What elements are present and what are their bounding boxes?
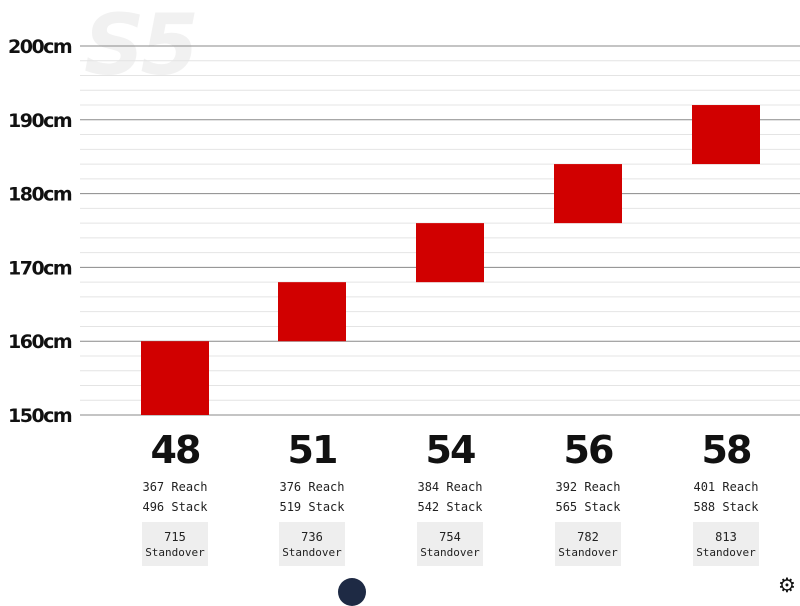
y-tick-label: 180cm — [8, 184, 72, 206]
bar-size-48 — [141, 341, 209, 415]
reach-value: 367 Reach — [142, 480, 207, 494]
y-tick-label: 170cm — [8, 257, 72, 279]
standover-label: Standover — [420, 546, 480, 559]
reach-value: 376 Reach — [279, 480, 344, 494]
bars — [141, 105, 760, 415]
standover-label: Standover — [282, 546, 342, 559]
standover-label: Standover — [696, 546, 756, 559]
bar-size-54 — [416, 223, 484, 283]
y-tick-label: 200cm — [8, 36, 72, 58]
bar-size-58 — [692, 105, 760, 165]
standover-value: 754 — [439, 530, 461, 544]
standover-value: 782 — [577, 530, 599, 544]
standover-box — [417, 522, 483, 566]
y-tick-label: 160cm — [8, 331, 72, 353]
bar-size-56 — [554, 164, 622, 224]
gear-icon: ⚙ — [778, 575, 796, 597]
standover-value: 715 — [164, 530, 186, 544]
stack-value: 588 Stack — [693, 500, 759, 514]
brand-badge-icon — [338, 578, 366, 606]
y-tick-label: 150cm — [8, 405, 72, 427]
y-axis-ticks: 150cm 160cm 170cm 180cm 190cm 200cm — [8, 36, 73, 427]
size-chart: 150cm 160cm 170cm 180cm 190cm 200cm 48 367 Rea… — [8, 36, 800, 566]
y-tick-label: 190cm — [8, 110, 72, 132]
size-label: 54 — [426, 428, 475, 472]
standover-label: Standover — [145, 546, 205, 559]
standover-box — [142, 522, 208, 566]
standover-value: 813 — [715, 530, 737, 544]
standover-value: 736 — [301, 530, 323, 544]
reach-value: 384 Reach — [417, 480, 482, 494]
stack-value: 496 Stack — [142, 500, 208, 514]
size-label: 56 — [564, 428, 613, 472]
size-label: 58 — [702, 428, 751, 472]
size-labels: 48 367 Reach 496 Stack 715 Standover 51 376 Re… — [142, 428, 759, 566]
size-label: 48 — [151, 428, 200, 472]
reach-value: 401 Reach — [693, 480, 758, 494]
stack-value: 542 Stack — [417, 500, 483, 514]
standover-label: Standover — [558, 546, 618, 559]
stack-value: 519 Stack — [279, 500, 345, 514]
standover-box — [555, 522, 621, 566]
stack-value: 565 Stack — [555, 500, 621, 514]
standover-box — [279, 522, 345, 566]
standover-box — [693, 522, 759, 566]
reach-value: 392 Reach — [555, 480, 620, 494]
size-label: 51 — [288, 428, 337, 472]
bar-size-51 — [278, 282, 346, 342]
